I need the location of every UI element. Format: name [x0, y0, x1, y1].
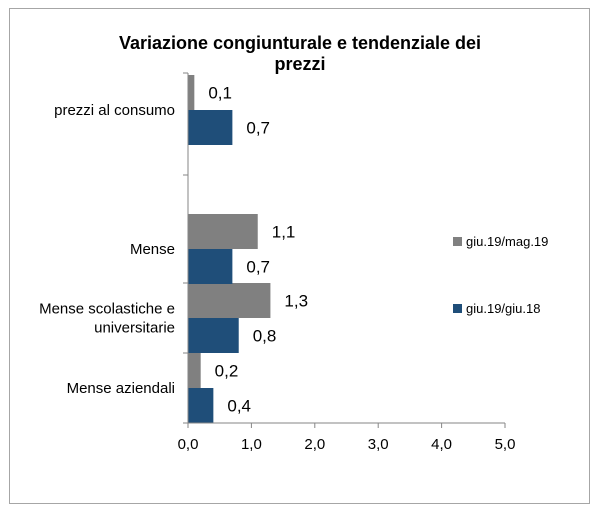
category-label: prezzi al consumo — [54, 102, 175, 119]
bar — [188, 214, 258, 249]
chart-frame — [9, 8, 590, 504]
legend-label: giu.19/giu.18 — [466, 301, 540, 316]
bar — [188, 75, 195, 110]
data-label: 0,4 — [227, 397, 251, 416]
legend-label: giu.19/mag.19 — [466, 234, 548, 249]
data-label: 0,8 — [253, 327, 277, 346]
category-label: universitarie — [94, 320, 175, 337]
category-label: Mense scolastiche e — [39, 301, 175, 318]
data-label: 0,7 — [246, 119, 270, 138]
bar — [188, 249, 233, 284]
legend-swatch — [453, 304, 462, 313]
bar — [188, 353, 201, 388]
x-tick-label: 0,0 — [178, 436, 199, 453]
bar — [188, 283, 271, 318]
data-label: 1,3 — [284, 292, 308, 311]
data-label: 0,1 — [208, 84, 232, 103]
x-tick-label: 1,0 — [241, 436, 262, 453]
data-label: 0,2 — [215, 362, 239, 381]
category-label: Mense — [130, 241, 175, 258]
data-label: 0,7 — [246, 258, 270, 277]
data-label: 1,1 — [272, 223, 296, 242]
chart-title-line: prezzi — [274, 54, 325, 74]
category-label: Mense aziendali — [67, 380, 175, 397]
bar — [188, 110, 233, 145]
x-tick-label: 2,0 — [304, 436, 325, 453]
bar — [188, 318, 239, 353]
chart-title-line: Variazione congiunturale e tendenziale d… — [119, 33, 481, 53]
bar — [188, 388, 214, 423]
x-tick-label: 4,0 — [431, 436, 452, 453]
x-tick-label: 3,0 — [368, 436, 389, 453]
x-tick-label: 5,0 — [495, 436, 516, 453]
legend-swatch — [453, 237, 462, 246]
